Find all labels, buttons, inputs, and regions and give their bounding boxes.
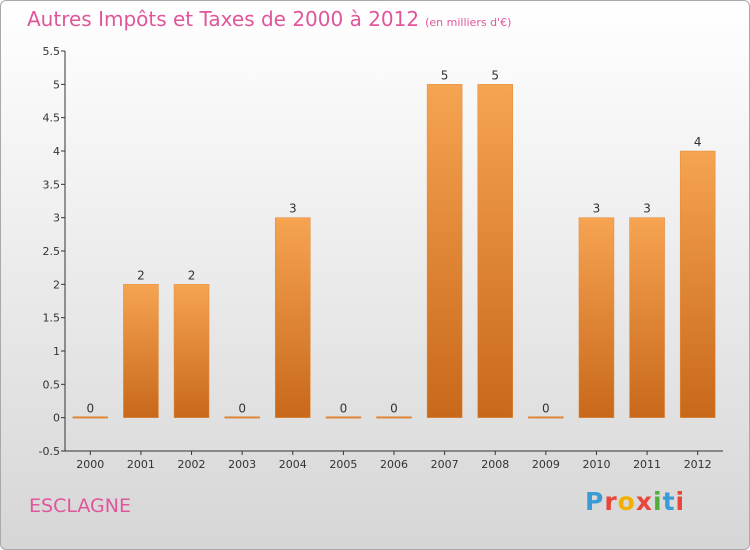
proxiti-logo: Proxiti (585, 487, 685, 516)
bar-2011 (629, 217, 665, 418)
data-label-2005: 0 (340, 402, 348, 416)
y-tick-label: 3 (53, 212, 60, 225)
y-tick-label: 4.5 (43, 112, 61, 125)
logo-letter: i (653, 487, 663, 516)
location-label: ESCLAGNE (29, 495, 131, 517)
y-tick-label: 4 (53, 145, 60, 158)
bar-2007 (426, 84, 463, 418)
x-tick-label-2010: 2010 (582, 458, 610, 471)
y-tick-label: 1.5 (43, 312, 61, 325)
x-tick-label-2007: 2007 (431, 458, 459, 471)
data-label-2001: 2 (137, 268, 145, 282)
x-tick-label-2006: 2006 (380, 458, 408, 471)
data-label-2003: 0 (238, 402, 246, 416)
x-tick-label-2011: 2011 (633, 458, 661, 471)
logo-letter: P (585, 487, 605, 516)
data-label-2007: 5 (441, 68, 449, 82)
data-label-2008: 5 (491, 68, 499, 82)
bar-2009 (528, 416, 564, 419)
bar-2006 (376, 416, 412, 419)
chart-unit: (en milliers d'€) (425, 16, 512, 29)
data-label-2010: 3 (593, 202, 601, 216)
y-tick-label: 1 (53, 345, 60, 358)
logo-letter: i (675, 487, 686, 516)
bar-2005 (325, 416, 362, 419)
chart-title-text: Autres Impôts et Taxes de 2000 à 2012 (27, 7, 420, 31)
x-tick-label-2012: 2012 (684, 458, 712, 471)
x-tick-label-2000: 2000 (76, 458, 104, 471)
x-tick-label-2009: 2009 (532, 458, 560, 471)
y-tick-label: 0 (53, 412, 60, 425)
bar-2001 (123, 284, 159, 418)
bar-2002 (173, 284, 210, 418)
data-label-2004: 3 (289, 202, 297, 216)
bar-2010 (578, 217, 615, 418)
bar-2003 (224, 416, 260, 419)
x-tick-label-2005: 2005 (329, 458, 357, 471)
logo-letter: x (635, 487, 653, 516)
data-label-2006: 0 (390, 402, 398, 416)
x-tick-label-2004: 2004 (279, 458, 307, 471)
data-label-2000: 0 (86, 402, 94, 416)
data-label-2009: 0 (542, 402, 550, 416)
bar-2008 (477, 84, 513, 418)
data-label-2011: 3 (643, 202, 651, 216)
chart-title: Autres Impôts et Taxes de 2000 à 2012 (en… (27, 7, 511, 31)
x-tick-label-2008: 2008 (481, 458, 509, 471)
y-tick-label: 3.5 (43, 178, 61, 191)
y-tick-label: 2 (53, 278, 60, 291)
x-tick-label-2003: 2003 (228, 458, 256, 471)
logo-letter: t (662, 487, 676, 516)
y-tick-label: -0.5 (39, 445, 60, 458)
y-tick-label: 0.5 (43, 378, 61, 391)
bar-2012 (679, 150, 716, 418)
bar-2000 (72, 416, 109, 419)
x-tick-label-2002: 2002 (178, 458, 206, 471)
bar-2004 (275, 217, 311, 418)
x-tick-label-2001: 2001 (127, 458, 155, 471)
logo-letter: r (604, 487, 618, 516)
logo-letter: o (617, 487, 636, 516)
y-tick-label: 2.5 (43, 245, 61, 258)
data-label-2002: 2 (188, 268, 196, 282)
data-label-2012: 4 (694, 135, 702, 149)
y-tick-label: 5 (53, 78, 60, 91)
y-tick-label: 5.5 (43, 45, 61, 58)
